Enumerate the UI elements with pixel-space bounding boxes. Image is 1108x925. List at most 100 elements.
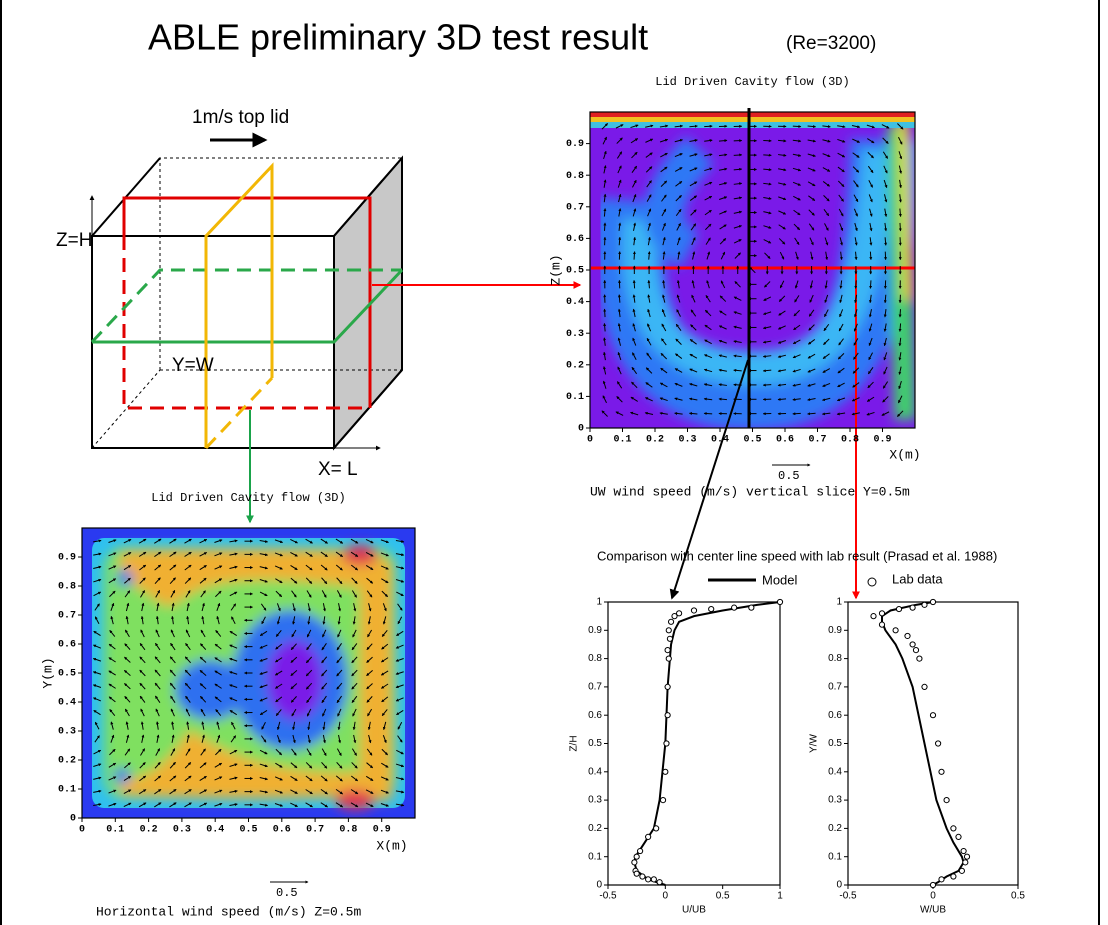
- flow-vector: [139, 577, 146, 584]
- y-axis-label: Y(m): [40, 657, 55, 688]
- flow-vector: [199, 789, 208, 794]
- flow-vector: [852, 367, 860, 374]
- flow-vector: [839, 309, 844, 318]
- flow-vector: [321, 695, 327, 704]
- flow-vector: [807, 398, 816, 402]
- flow-vector: [881, 124, 890, 129]
- flow-vector: [185, 695, 191, 703]
- flow-vector: [108, 762, 117, 768]
- flow-vector: [108, 657, 116, 663]
- flow-vector: [807, 153, 816, 157]
- flow-vector: [337, 708, 342, 717]
- x-tick-label: -0.5: [839, 891, 857, 902]
- flow-vector: [199, 683, 207, 690]
- flow-vector: [200, 748, 206, 756]
- flow-vector: [215, 748, 222, 756]
- lab-point: [708, 605, 715, 613]
- flow-vector: [778, 153, 787, 157]
- lab-point: [659, 797, 667, 804]
- lab-point: [950, 825, 957, 832]
- flow-vector: [350, 538, 359, 544]
- flow-vector: [822, 181, 830, 187]
- flow-vector: [108, 696, 116, 703]
- y-tick-label: 0.8: [588, 653, 602, 664]
- flow-vector: [322, 616, 326, 625]
- flow-vector: [229, 763, 238, 767]
- flow-vector: [231, 616, 236, 625]
- y-tick-label: 0: [836, 880, 842, 891]
- flow-vector: [705, 237, 711, 245]
- flow-vector: [601, 123, 608, 130]
- flow-vector: [337, 721, 341, 731]
- x-tick-label: 0.2: [646, 435, 664, 446]
- flow-vector: [138, 538, 147, 544]
- flow-vector: [792, 139, 802, 143]
- flow-vector: [691, 279, 695, 289]
- flow-vector: [898, 136, 903, 145]
- flow-vector: [305, 669, 313, 677]
- flow-vector: [794, 295, 800, 303]
- flow-vector: [335, 564, 343, 571]
- flow-vector: [335, 551, 344, 558]
- flow-vector: [854, 280, 858, 289]
- flow-vector: [733, 325, 742, 329]
- flow-vector: [617, 294, 621, 303]
- flow-vector: [853, 323, 858, 332]
- flow-vector: [749, 266, 756, 274]
- flow-vector: [350, 564, 359, 571]
- lab-point: [664, 712, 671, 719]
- lab-point: [943, 797, 950, 804]
- lab-point: [731, 604, 738, 611]
- flow-vector: [169, 761, 176, 769]
- flow-vector: [199, 552, 208, 557]
- flow-vector: [200, 590, 206, 598]
- flow-vector: [792, 412, 801, 416]
- slide-title: ABLE preliminary 3D test result: [148, 17, 648, 58]
- flow-vector: [854, 251, 858, 261]
- flow-vector: [292, 616, 296, 625]
- flow-vector: [807, 353, 816, 359]
- x-tick-label: 0.4: [711, 435, 729, 446]
- flow-vector: [353, 734, 357, 744]
- y-tick-label: 0.1: [828, 851, 842, 862]
- flow-vector: [259, 790, 269, 794]
- y-tick-label: 0.4: [828, 766, 842, 777]
- flow-vector: [351, 682, 358, 690]
- flow-vector: [154, 551, 162, 558]
- flow-vector: [632, 208, 637, 217]
- x-tick-label: 0.9: [373, 825, 391, 836]
- flow-vector: [123, 564, 132, 571]
- flow-vector: [733, 239, 742, 244]
- flow-vector: [108, 802, 117, 807]
- flow-vector: [123, 802, 132, 807]
- flow-vector: [647, 222, 651, 231]
- flow-vector: [259, 684, 268, 689]
- flow-vector: [184, 775, 192, 782]
- lab-point: [664, 683, 671, 691]
- flow-vector: [365, 802, 374, 807]
- flow-vector: [353, 603, 357, 612]
- flow-vector: [367, 616, 371, 625]
- lab-point: [950, 873, 957, 880]
- flow-vector: [276, 734, 281, 744]
- flow-vector: [214, 643, 222, 650]
- flow-vector: [837, 180, 845, 188]
- lab-point: [921, 683, 928, 691]
- flow-vector: [792, 181, 802, 186]
- flow-vector: [661, 308, 666, 317]
- flow-vector: [733, 196, 743, 200]
- flow-vector: [291, 590, 297, 598]
- flow-vector: [274, 552, 283, 557]
- y-tick-label: 0.6: [828, 710, 842, 721]
- flow-vector: [124, 670, 131, 676]
- flow-vector: [214, 683, 222, 689]
- flow-vector: [108, 565, 117, 570]
- flow-vector: [306, 708, 312, 717]
- flow-vector: [395, 539, 405, 543]
- flow-vector: [733, 340, 742, 344]
- flow-vector: [108, 670, 116, 676]
- flow-vector: [866, 411, 875, 416]
- flow-vector: [140, 721, 144, 730]
- flow-vector: [852, 382, 860, 388]
- flow-vector: [883, 294, 887, 304]
